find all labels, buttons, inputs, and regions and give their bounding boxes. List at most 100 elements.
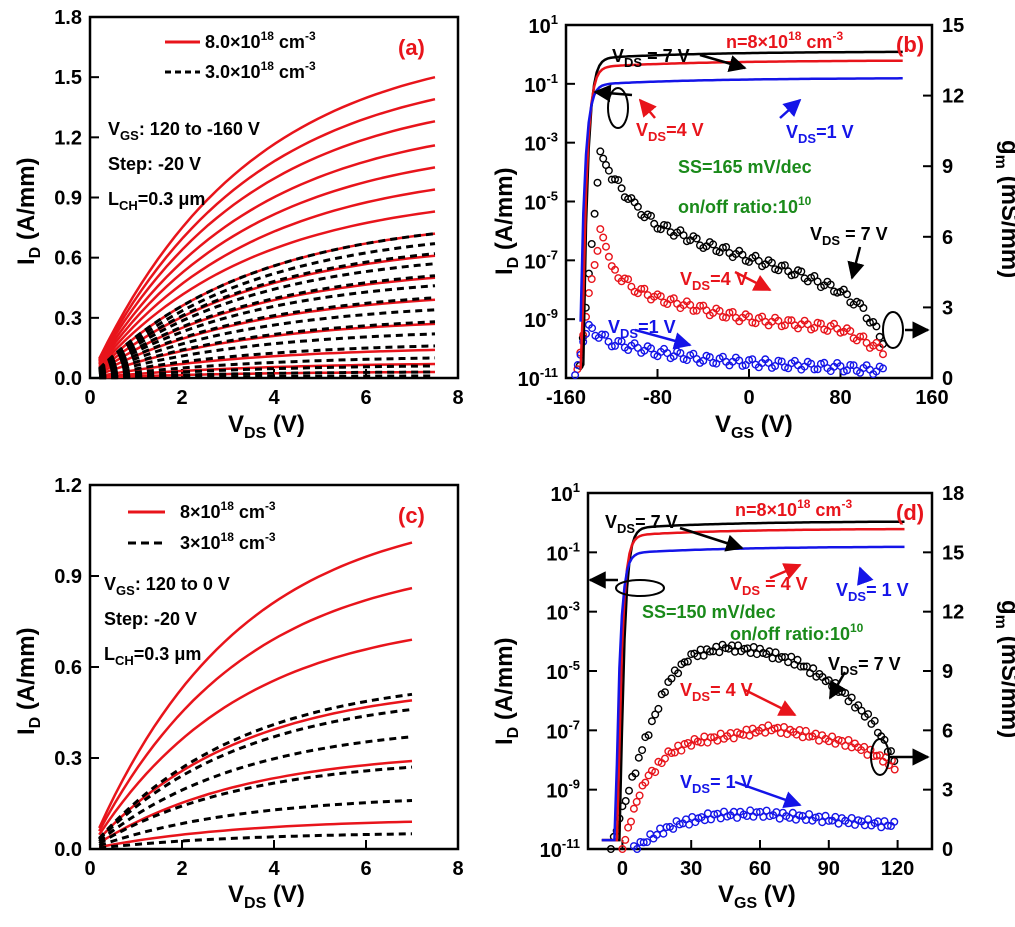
- panel-b-x-tick-label: 80: [829, 387, 851, 409]
- panel-d-gm-red-point: [644, 771, 653, 780]
- panel-b-tag: (b): [896, 32, 924, 57]
- panel-d-gm-red-point: [828, 732, 837, 741]
- annotation-arrow: [779, 98, 802, 119]
- panel-b-gm-red-point: [640, 284, 649, 293]
- panel-c-legend-label-dashed: 3×1018 cm-3: [180, 530, 276, 553]
- panel-b-gm-red-point: [836, 328, 845, 337]
- panel-b-id-marker-ellipse: [607, 87, 629, 129]
- panel-d-gm-blue-point: [733, 813, 742, 822]
- panel-a-dashed-curve: [99, 364, 435, 379]
- panel-b-y-tick-label: 10-1: [524, 71, 558, 97]
- panel-b-gm-red-point: [596, 225, 605, 234]
- panel-a-dashed-curve: [98, 332, 436, 377]
- panel-b-y2-tick-label: 9: [942, 156, 953, 178]
- panel-d-gm-black-point: [799, 662, 808, 671]
- panel-b-gm-red-point: [715, 306, 724, 315]
- panel-d-y2-tick-label: 9: [942, 661, 953, 683]
- panel-d-gm-red-point: [627, 817, 636, 826]
- panel-a-dashed-curve: [99, 374, 435, 380]
- panel-a-solid-curve: [98, 210, 436, 369]
- panel-a-x-tick-label: 0: [84, 387, 95, 409]
- panel-b: -160 -80 0 80 160 101 10-1 10-3 10-5 10-7 10-9 10-1…: [491, 12, 1015, 442]
- panel-b-gm-red-point: [637, 285, 646, 294]
- panel-d-gm-vds4-label: VDS= 4 V: [680, 680, 753, 704]
- panel-d-y-axis-label: ID (A/mm): [491, 637, 522, 745]
- panel-d-id-red-curve: [601, 527, 905, 842]
- panel-d-gm-black-point: [647, 717, 656, 726]
- panel-a-x-tick-label: 4: [268, 387, 280, 409]
- panel-d-gm-blue-point: [759, 812, 768, 821]
- panel-b-gm-black-point: [813, 277, 822, 286]
- panel-b-gm-blue-point: [774, 356, 783, 365]
- panel-d-gm-black-point: [621, 797, 630, 806]
- panel-b-y-tick-label: 10-11: [518, 365, 558, 391]
- annotation-arrow: [734, 780, 802, 808]
- panel-b-gm-blue-point: [604, 337, 613, 346]
- panel-a-legend-label-dashed: 3.0×1018 cm-3: [205, 59, 316, 82]
- annotation-arrow: [847, 246, 865, 280]
- panel-b-gm-black-point: [660, 220, 669, 229]
- panel-b-gm-red-point: [602, 242, 611, 251]
- panel-d-y-tick-label: 10-3: [546, 599, 580, 625]
- panel-b-gm-blue-point: [676, 349, 685, 358]
- panel-b-gm-black-point: [865, 318, 874, 327]
- panel-d-gm-black-point: [857, 706, 866, 715]
- panel-b-gm-black-point: [777, 261, 786, 270]
- panel-d-gm-blue-point: [834, 819, 843, 828]
- panel-d-gm-red-point: [651, 768, 660, 777]
- panel-a-y-axis-label: ID (A/mm): [13, 157, 44, 265]
- panel-b-gm-blue-point: [597, 330, 606, 339]
- panel-a-dashed-curve: [98, 252, 436, 372]
- panel-b-y-tick-label: 101: [529, 12, 558, 38]
- panel-d-gm-black-point: [777, 653, 786, 662]
- panel-d-id-vds4-label: VDS = 4 V: [730, 574, 808, 598]
- panel-a-dashed-curve: [98, 344, 436, 378]
- annotation-arrow: [734, 270, 772, 292]
- panel-c-y-tick-label: 1.2: [54, 475, 82, 497]
- panel-d-gm-blue-point: [818, 818, 827, 827]
- panel-b-gm-black-point: [872, 322, 881, 331]
- panel-c-curves: [98, 541, 413, 850]
- panel-d-ticks: 0 30 60 90 120 101 10-1 10-3 10-5 10-7 10-9 10-11 0 3…: [540, 480, 965, 880]
- panel-a-solid-curve: [98, 120, 436, 363]
- panel-a-solid-curve: [98, 97, 436, 361]
- panel-d-x-tick-label: 120: [881, 858, 914, 880]
- panel-d-x-tick-label: 90: [818, 858, 840, 880]
- annotation-arrow: [699, 53, 747, 73]
- panel-d-x-tick-label: 60: [749, 858, 771, 880]
- panel-b-gm-red-point: [879, 350, 888, 359]
- panel-d-y2-tick-label: 15: [942, 542, 964, 564]
- panel-d-gm-red-point: [641, 778, 650, 787]
- panel-c-x-tick-label: 4: [268, 858, 280, 880]
- panel-b-gm-black-point: [590, 209, 599, 218]
- panel-d-gm-black-point: [809, 664, 818, 673]
- panel-b-gm-red-point: [686, 300, 695, 309]
- panel-b-doping-label: n=8×1018 cm-3: [726, 29, 843, 52]
- panel-a-dashed-curve: [98, 320, 436, 376]
- panel-d-gm-blue-point: [749, 812, 758, 821]
- panel-b-x-tick-label: 0: [743, 387, 754, 409]
- panel-b-gm-blue-point: [647, 344, 656, 353]
- panel-c-y-tick-label: 0.9: [54, 566, 82, 588]
- panel-a-y-tick-label: 0.6: [54, 248, 82, 270]
- panel-b-gm-red-point: [718, 313, 727, 322]
- panel-d-gm-blue-point: [633, 845, 642, 854]
- panel-b-gm-black-point: [587, 239, 596, 248]
- panel-b-gm-red-point: [593, 246, 602, 255]
- panel-b-gm-red-point: [728, 308, 737, 317]
- panel-c-x-tick-label: 0: [84, 858, 95, 880]
- panel-c-solid-curve: [98, 820, 413, 849]
- panel-c-annotation-step: Step: -20 V: [104, 609, 197, 629]
- panel-b-x-tick-label: 160: [915, 387, 948, 409]
- panel-b-gm-blue-point: [777, 357, 786, 366]
- panel-d-gm-red-point: [667, 749, 676, 758]
- panel-d-gm-blue-point: [710, 810, 719, 819]
- panel-b-gm-black-point: [663, 221, 672, 230]
- panel-b-gm-red-point: [748, 318, 757, 327]
- panel-d-gm-black-point: [634, 753, 643, 762]
- panel-a-dashed-curve: [99, 370, 435, 380]
- panel-b-ticks: -160 -80 0 80 160 101 10-1 10-3 10-5 10-7 10-9 10-1…: [518, 12, 965, 409]
- panel-d-gm-blue-point: [805, 810, 814, 819]
- panel-a-solid-curve: [98, 75, 436, 360]
- panel-b-gm-black-point: [738, 250, 747, 259]
